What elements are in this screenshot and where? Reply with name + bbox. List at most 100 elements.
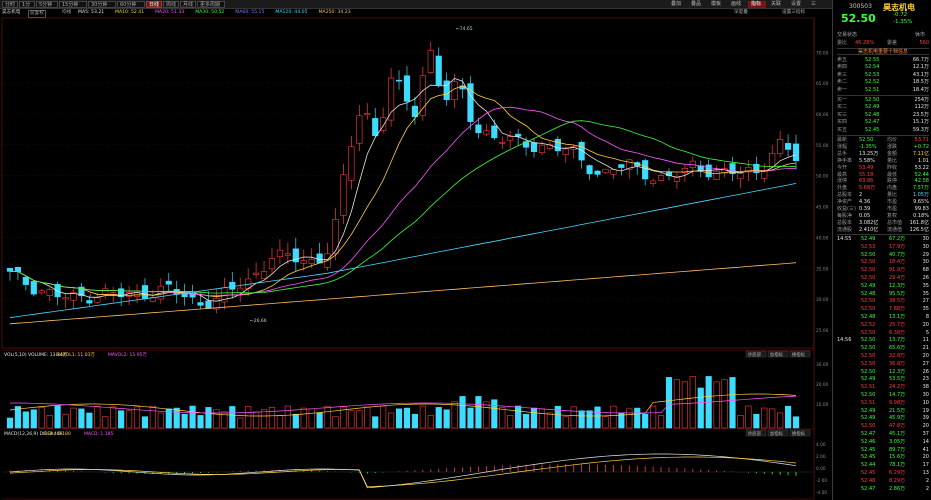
period-tab[interactable]: 15分钟 [59, 1, 87, 8]
candle [713, 170, 720, 180]
side-name: 昊志机电 [883, 3, 915, 12]
candle [657, 175, 665, 181]
tool-tab[interactable]: 指标 [748, 1, 766, 8]
period-tab[interactable]: 月线 [180, 1, 196, 8]
candle [213, 297, 220, 310]
candle [253, 272, 260, 275]
period-tab[interactable]: 分时 [2, 1, 18, 8]
volume-bar [110, 406, 117, 429]
price-tick-label: 55.00 [816, 143, 829, 149]
volume-bar [650, 405, 657, 429]
tool-tab[interactable]: 设置 [791, 1, 802, 7]
status-label: 交易状态 [837, 32, 858, 38]
period-tab[interactable]: 更多周期 [197, 1, 225, 8]
adjust-mode[interactable]: 前复权 [28, 10, 46, 18]
candle [348, 146, 355, 181]
kline-chart[interactable]: 70.00 65.00 60.00 55.00 50.00 45.00 40.00 35.00… [0, 0, 832, 500]
ma120-line [9, 183, 797, 319]
macd-button-label: 抄底部 [748, 430, 762, 437]
tick-row: 52.50 14.7万 30 [861, 392, 929, 398]
tick-row: 52.50 12.3万 26 [861, 368, 929, 375]
volume-bar [324, 405, 331, 429]
tool-tab[interactable]: 叠加 [671, 1, 682, 7]
stat-row: 净资产 4.36 市盈 9.65% [837, 199, 929, 206]
side-code: 300503 [849, 3, 872, 10]
stat-row: 涨幅 -1.35% 涨跌 +0.72 [837, 143, 929, 150]
volume-tick-label: 10.00 [816, 402, 829, 408]
volume-bar [729, 377, 736, 429]
volume-bar [507, 415, 514, 429]
candle [300, 260, 307, 264]
mavol1-line [9, 393, 797, 417]
volume-bar [213, 409, 220, 429]
chart-right-label[interactable]: 设置三指标 [782, 10, 805, 15]
period-tab[interactable]: 日线 [146, 1, 162, 8]
level2-banner[interactable]: 昊志机电重要十档信息 [837, 48, 929, 55]
tool-tab[interactable]: 模板 [711, 1, 722, 7]
candle [94, 297, 101, 303]
volume-bar [602, 416, 609, 429]
candle [562, 148, 569, 156]
volume-button [789, 350, 811, 358]
volume-bar [713, 381, 720, 429]
volume-bar [745, 405, 752, 429]
period-tab[interactable]: 60分钟 [117, 1, 145, 8]
period-tab[interactable]: 1分 [19, 1, 35, 8]
volume-bar [54, 405, 61, 429]
volume-bar [6, 417, 14, 429]
ma-value: MA250: 34.23 [318, 10, 351, 15]
tick-row: 52.50 40.7万 29 [861, 251, 929, 258]
bid-row: 买一 52.50 254万 [837, 97, 929, 103]
price-tick-label: 65.00 [816, 81, 829, 87]
stat-row: 收益(三) 0.39 市盈 99.83 [837, 206, 929, 212]
tool-tab[interactable]: 画线 [731, 1, 742, 7]
tick-row: 52.49 45.9万 39 [861, 415, 929, 422]
tick-row: 52.50 36.8万 27 [861, 360, 929, 367]
price-tick-label: 25.00 [816, 328, 829, 334]
tool-tab[interactable]: 叠品 [691, 1, 702, 7]
tick-row: 52.50 6.38万 5 [861, 329, 929, 336]
mavol2-line [10, 395, 797, 414]
side-price: 52.50 [841, 12, 876, 25]
candle [626, 159, 633, 170]
candle [78, 286, 85, 297]
volume-bar [38, 407, 45, 429]
stats-divider [837, 234, 929, 235]
ask-row: 卖四 52.54 12.1万 [837, 64, 929, 71]
chart-right-label[interactable]: 深度叠 [734, 10, 748, 15]
volume-bar [102, 416, 109, 429]
candle [610, 169, 617, 175]
candle [22, 276, 29, 285]
volume-bar [372, 416, 379, 429]
volume-bar [435, 407, 442, 429]
period-tab[interactable]: 5分钟 [36, 1, 58, 8]
candle [316, 253, 323, 264]
tick-row: 52.48 13.1万 8 [861, 314, 929, 320]
stat-row: 总股本 2 量比 1.05万 [837, 192, 929, 199]
ma-value: MA10: 52.41 [115, 10, 145, 15]
volume-legend: MAVOL2: 15.95万 [108, 352, 147, 358]
period-tab[interactable]: 周线 [163, 1, 179, 8]
volume-bar [46, 415, 53, 429]
volume-bar [459, 396, 466, 429]
stat-row: 最高 55.18 最低 52.44 [837, 171, 929, 178]
candle [475, 124, 482, 134]
tool-tab[interactable]: 三 [811, 1, 817, 7]
volume-button-label: 换指标 [792, 351, 806, 358]
tick-row: 52.49 53.5万 23 [861, 376, 929, 383]
ma-line [9, 120, 797, 294]
volume-bar [570, 406, 577, 429]
candle [507, 136, 514, 141]
candle [268, 258, 276, 270]
period-tab[interactable]: 30分钟 [88, 1, 116, 8]
tick-row: 52.45 89.7万 41 [861, 446, 929, 453]
tick-row: 52.45 15.6万 20 [861, 454, 929, 461]
candle [681, 168, 688, 174]
tool-tab[interactable]: 关联 [771, 1, 782, 7]
candle [46, 289, 53, 296]
volume-bar [22, 411, 29, 429]
bid-row: 买五 52.45 59.3万 [837, 126, 929, 133]
stat-row: 今开 53.49 昨收 53.22 [837, 164, 929, 171]
ma-line [9, 78, 797, 302]
candle [777, 139, 784, 154]
